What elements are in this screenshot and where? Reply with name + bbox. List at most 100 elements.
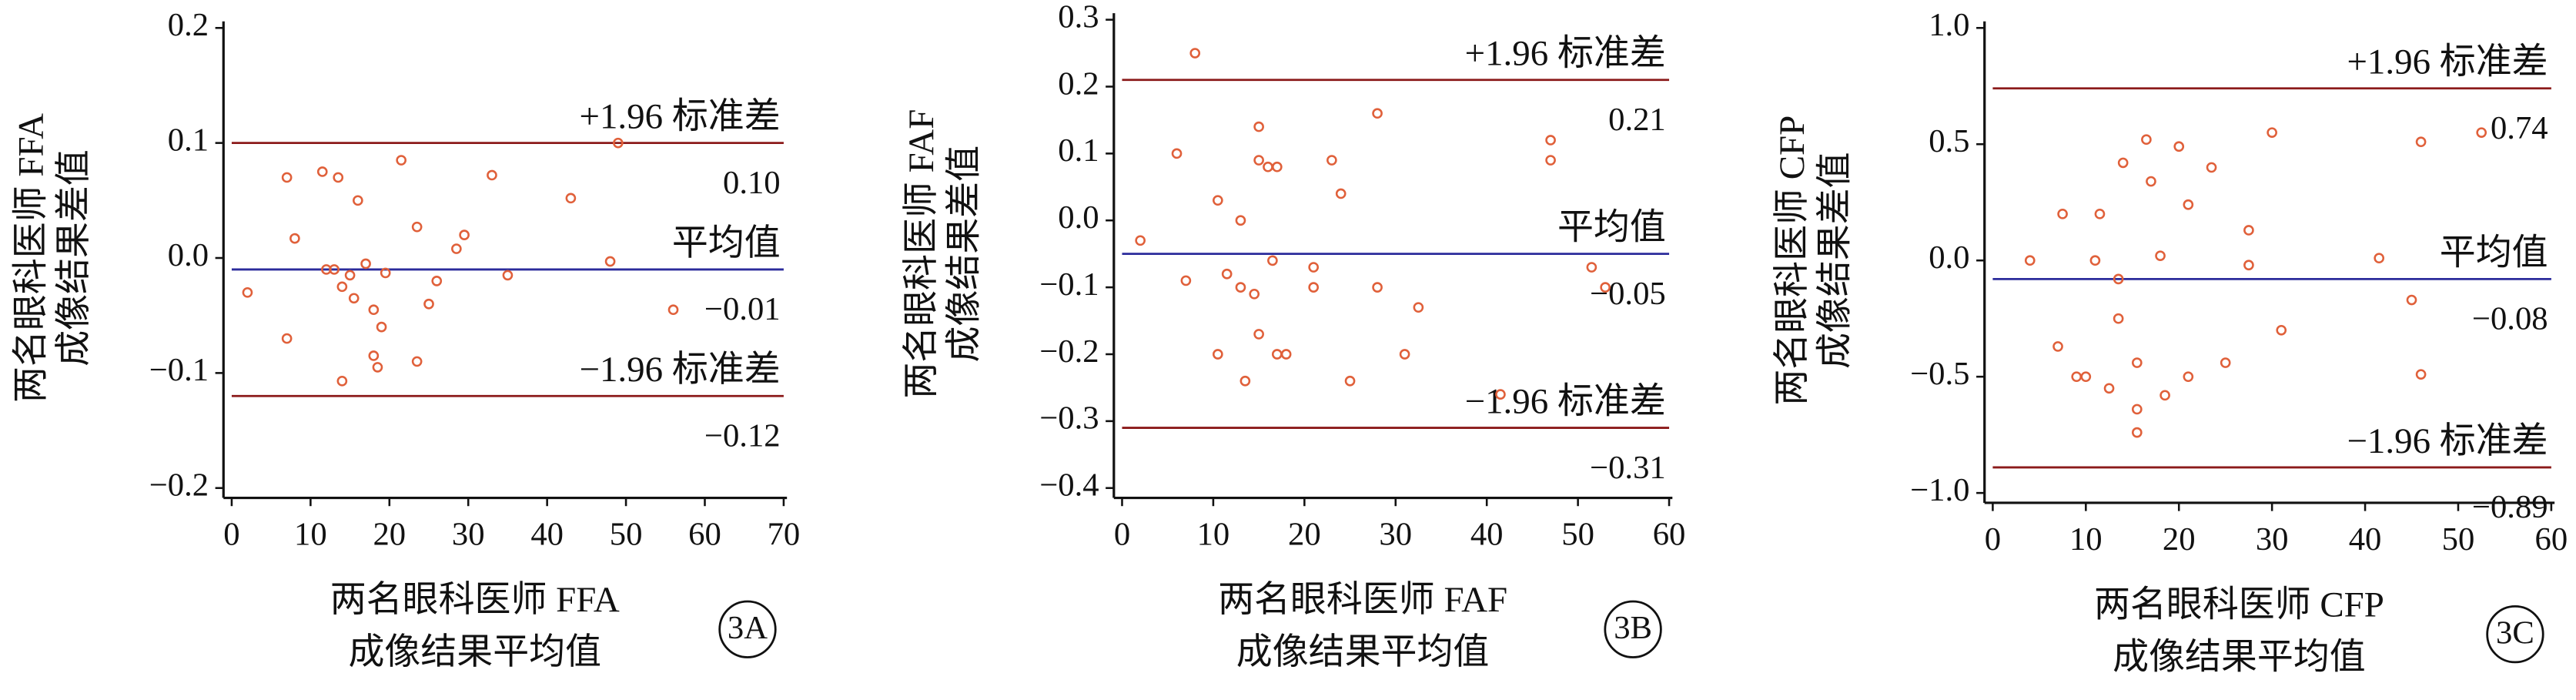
data-point — [1545, 155, 1556, 166]
data-point — [2103, 383, 2115, 394]
y-tick-label: −0.4 — [1039, 467, 1099, 504]
data-point — [2131, 427, 2143, 438]
data-point — [2220, 357, 2231, 368]
x-axis-label: 成像结果平均值 — [1236, 632, 1490, 672]
data-point — [1413, 302, 1424, 313]
data-point — [1271, 349, 1283, 360]
data-point — [2052, 341, 2063, 352]
data-point — [1253, 329, 1264, 340]
data-point — [1135, 235, 1146, 246]
data-point — [329, 264, 340, 275]
y-tick-label: −0.2 — [1039, 333, 1099, 370]
data-point — [411, 356, 423, 367]
data-point — [423, 298, 434, 310]
x-tick-label: 0 — [1114, 517, 1130, 553]
reference-label: −1.96 标准差 — [1465, 381, 1666, 421]
y-tick-label: −0.3 — [1039, 400, 1099, 437]
y-tick-label: 0.1 — [168, 122, 209, 158]
data-point — [2415, 369, 2427, 380]
x-tick-label: 60 — [2535, 521, 2568, 558]
data-point — [2276, 324, 2287, 336]
data-point — [2243, 260, 2254, 271]
data-point — [1344, 375, 1356, 387]
reference-label: +1.96 标准差 — [579, 97, 780, 137]
data-point — [1249, 288, 1260, 300]
data-point — [1586, 262, 1597, 273]
data-point — [2159, 390, 2170, 401]
y-tick-label: 0.2 — [168, 7, 209, 43]
y-tick-label: −0.1 — [149, 352, 209, 388]
y-tick-label: 0.0 — [1929, 239, 1969, 276]
data-point — [565, 193, 577, 204]
x-tick-label: 60 — [1653, 517, 1686, 553]
y-axis-label: 成像结果差值 — [54, 149, 94, 367]
y-tick-label: −0.5 — [1910, 356, 1969, 392]
reference-value: −0.08 — [2472, 301, 2548, 337]
data-point — [2094, 208, 2106, 219]
reference-value: −0.89 — [2472, 489, 2548, 525]
data-point — [2173, 141, 2185, 152]
data-point — [487, 169, 497, 181]
reference-label: −1.96 标准差 — [2347, 421, 2548, 461]
x-axis-label: 两名眼科医师 FFA — [330, 580, 620, 620]
x-tick-label: 30 — [452, 517, 485, 553]
data-point — [2080, 371, 2092, 383]
data-point — [368, 350, 380, 361]
data-point — [2267, 127, 2277, 138]
data-point — [368, 304, 380, 316]
data-point — [2089, 255, 2101, 266]
data-point — [1372, 108, 1383, 119]
panel-badge — [2486, 605, 2544, 664]
data-point — [380, 267, 391, 279]
data-point — [1235, 215, 1246, 226]
data-point — [1308, 262, 1320, 273]
reference-value: −0.01 — [704, 291, 781, 327]
data-point — [2155, 250, 2166, 261]
data-point — [2117, 157, 2129, 169]
data-point — [1495, 389, 1506, 400]
data-point — [1335, 188, 1347, 199]
y-axis-label: 成像结果差值 — [1815, 152, 1855, 369]
data-point — [1221, 268, 1233, 280]
data-point — [2476, 127, 2487, 138]
x-tick-label: 10 — [294, 517, 327, 553]
reference-value: −0.12 — [704, 418, 781, 454]
data-point — [1308, 282, 1320, 293]
data-point — [613, 137, 624, 149]
data-point — [281, 172, 293, 183]
data-point — [1235, 282, 1246, 293]
data-point — [2183, 371, 2194, 383]
data-point — [2113, 273, 2124, 285]
x-tick-label: 10 — [2069, 521, 2103, 558]
data-point — [2131, 404, 2143, 415]
data-point — [336, 376, 348, 387]
x-tick-label: 20 — [373, 517, 406, 553]
data-point — [2057, 208, 2068, 219]
x-tick-label: 0 — [1985, 521, 2001, 558]
panel-badge — [718, 600, 777, 658]
panel-label: 3B — [1614, 610, 1652, 646]
data-point — [2183, 199, 2194, 210]
panel-label: 3A — [728, 610, 768, 646]
data-point — [502, 270, 514, 281]
data-point — [1239, 375, 1251, 387]
reference-label: +1.96 标准差 — [1465, 34, 1666, 74]
reference-value: 0.10 — [723, 165, 781, 201]
data-point — [372, 362, 383, 373]
y-axis-label: 成像结果差值 — [945, 146, 985, 363]
x-tick-label: 60 — [688, 517, 721, 553]
x-tick-label: 40 — [530, 517, 564, 553]
data-point — [604, 256, 616, 267]
x-tick-label: 30 — [2256, 521, 2289, 558]
data-point — [348, 293, 360, 304]
data-point — [1253, 155, 1264, 166]
x-tick-label: 50 — [2442, 521, 2475, 558]
reference-value: −0.31 — [1590, 450, 1666, 486]
x-axis-label: 成像结果平均值 — [348, 632, 601, 672]
reference-label: 平均值 — [672, 223, 781, 263]
x-tick-label: 20 — [2163, 521, 2196, 558]
data-point — [431, 276, 443, 286]
data-point — [2113, 313, 2124, 324]
x-tick-label: 50 — [610, 517, 643, 553]
